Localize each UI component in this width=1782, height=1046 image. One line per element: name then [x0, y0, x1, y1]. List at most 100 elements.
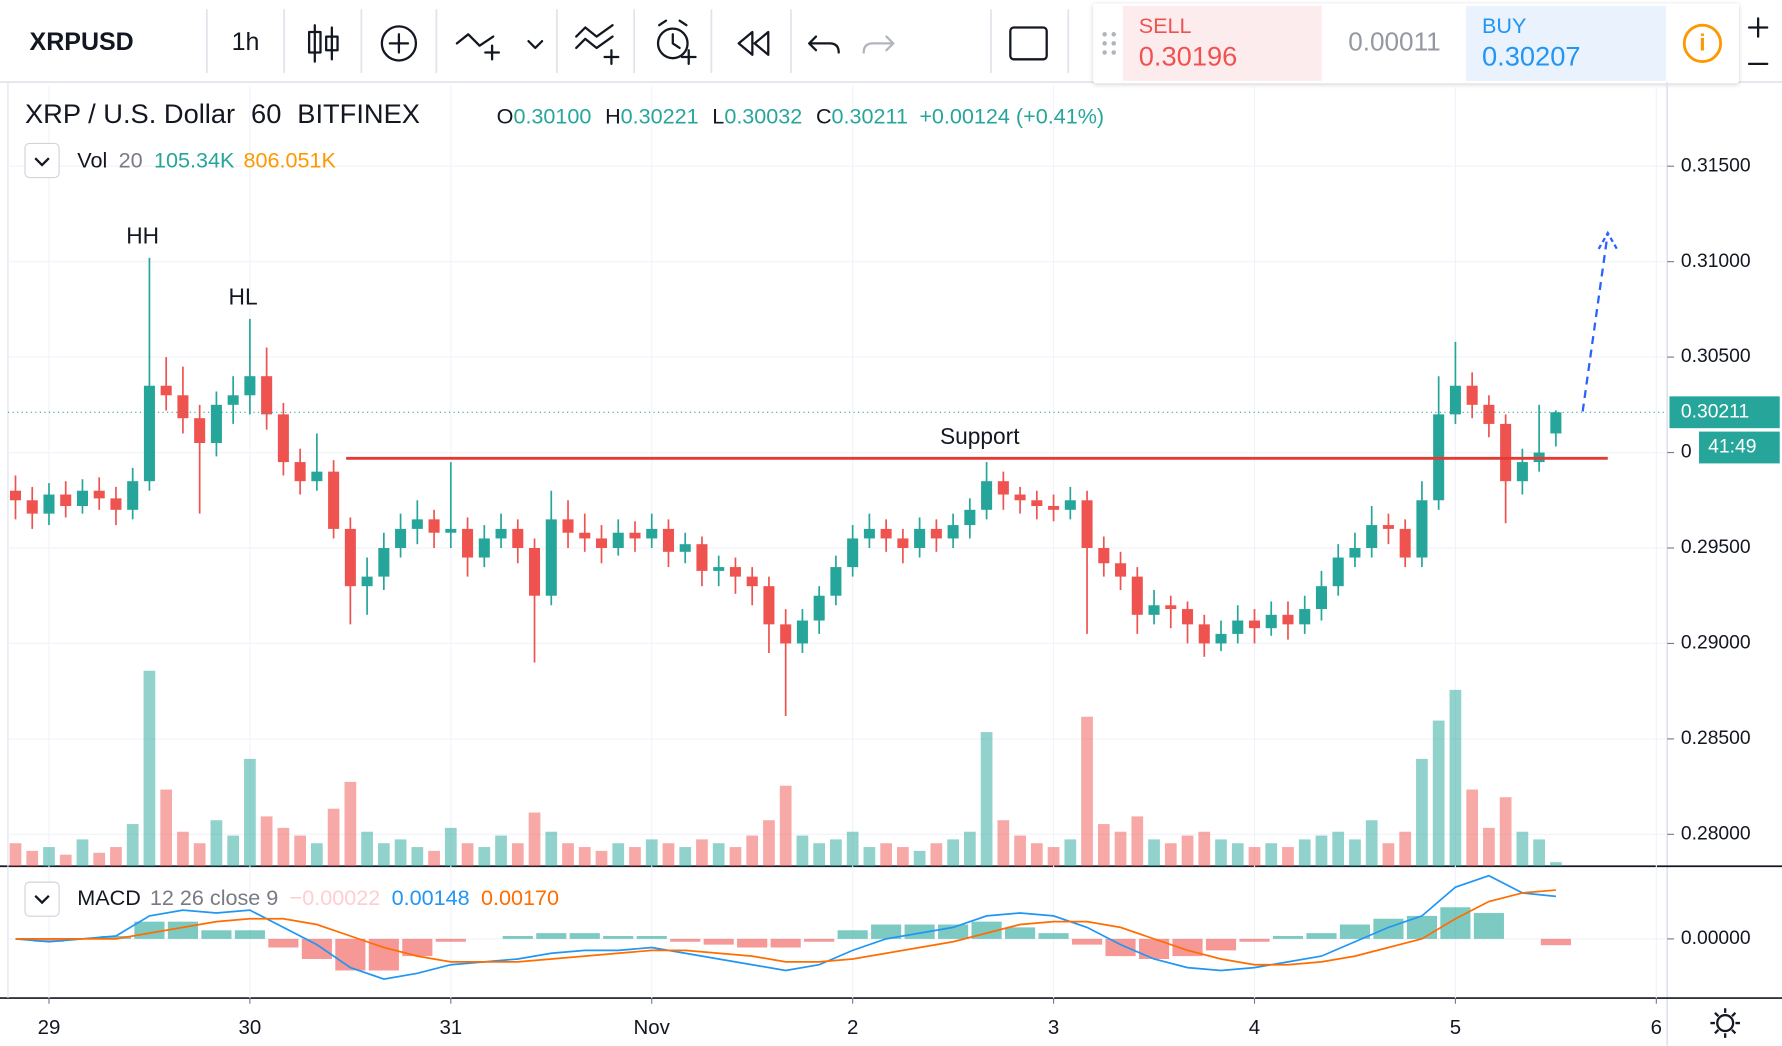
zoom-buttons[interactable] — [1747, 17, 1769, 65]
macd-histogram-bar — [1272, 936, 1304, 939]
volume-bar — [1064, 839, 1077, 867]
volume-bar — [260, 816, 273, 867]
undo-button[interactable] — [808, 35, 840, 54]
candle-body — [411, 519, 423, 529]
volume-bar — [1483, 827, 1495, 867]
x-tick-label: 29 — [38, 1016, 61, 1039]
volume-bar — [629, 847, 641, 867]
y-tick-label: 0.29500 — [1681, 537, 1751, 558]
buy-button[interactable] — [1466, 5, 1667, 81]
ohlc-value: 0.30221 — [621, 103, 699, 128]
volume-bar — [1399, 831, 1412, 867]
trading-panel: SELL 0.30196 0.00011 BUY 0.30207 i — [1093, 3, 1739, 84]
macd-name: MACD — [77, 885, 141, 910]
candle-body — [1516, 462, 1528, 482]
macd-histogram-bar — [871, 924, 902, 939]
candle-body — [612, 532, 624, 548]
macd-histogram-bar — [268, 938, 299, 948]
candle-body — [1131, 576, 1143, 615]
volume-bar — [679, 847, 692, 867]
compare-button[interactable] — [455, 33, 544, 61]
macd-histogram-bar — [234, 930, 265, 939]
volume-bar — [963, 831, 976, 867]
candle-body — [1031, 500, 1043, 506]
alert-button[interactable] — [656, 19, 697, 65]
volume-bar — [1550, 862, 1562, 867]
volume-bar — [763, 820, 775, 867]
y-tick-label: 0.28500 — [1681, 728, 1751, 749]
candle-body — [143, 385, 155, 482]
macd-histogram-bar — [603, 936, 634, 939]
volume-bar — [76, 839, 89, 867]
volume-layer — [9, 670, 1562, 867]
volume-bar — [1298, 839, 1311, 867]
info-icon: i — [1699, 30, 1705, 56]
macd-histogram-bar — [1540, 938, 1571, 946]
macd-layer — [15, 874, 1571, 980]
volume-ma: 806.051K — [244, 147, 337, 172]
macd-histogram-bar — [301, 938, 332, 959]
macd-histogram-bar — [134, 921, 165, 939]
volume-bar — [43, 847, 55, 867]
volume-bar — [126, 824, 139, 867]
signal-line — [15, 889, 1556, 966]
ohlc-label: H — [605, 103, 621, 128]
y-tick-label: 0.00000 — [1681, 928, 1751, 949]
candle-body — [60, 494, 72, 506]
macd-histogram-bar — [1306, 933, 1337, 939]
volume-bar — [1332, 831, 1345, 867]
candle-body — [595, 538, 608, 548]
volume-bar — [897, 847, 909, 867]
macd-histogram-value: −0.00022 — [290, 885, 381, 910]
volume-bar — [947, 839, 959, 867]
candle-body — [746, 576, 758, 587]
candle-body — [26, 500, 38, 514]
x-tick-label: 2 — [847, 1016, 858, 1039]
settings-button[interactable] — [1710, 1008, 1740, 1038]
redo-button[interactable] — [862, 35, 895, 54]
candle-body — [1014, 494, 1026, 501]
replay-button[interactable] — [737, 30, 770, 56]
candle-body — [1081, 500, 1093, 548]
ohlc-label: O — [497, 103, 514, 128]
symbol[interactable]: XRPUSD — [30, 28, 134, 56]
collapse-button[interactable] — [24, 142, 60, 179]
y-tick-label: 0.29000 — [1681, 633, 1751, 654]
x-tick-label: 31 — [439, 1016, 462, 1039]
candle-body — [110, 498, 122, 510]
sell-button[interactable] — [1122, 5, 1322, 81]
candle-body — [395, 528, 407, 548]
candle-body — [361, 576, 373, 587]
candle-body — [997, 481, 1009, 495]
volume-bar — [344, 781, 357, 867]
candle-body — [378, 547, 390, 577]
volume-legend: Vol 20 105.34K 806.051K — [77, 147, 336, 172]
volume-bar — [1231, 843, 1244, 867]
indicators-button[interactable] — [380, 25, 418, 62]
volume-bar — [143, 670, 156, 867]
volume-bar — [1349, 839, 1361, 867]
volume-bar — [846, 831, 859, 867]
chart-type-button[interactable] — [307, 24, 339, 63]
countdown: 41:49 — [1708, 437, 1756, 458]
volume-bar — [1248, 847, 1261, 867]
volume-bar — [26, 850, 39, 867]
candle-body — [1148, 605, 1160, 615]
candle-body — [495, 528, 507, 539]
y-tick-label: 0.30500 — [1681, 346, 1751, 367]
volume-bar — [1114, 831, 1127, 867]
info-button[interactable] — [1682, 23, 1723, 64]
ohlc-legend: O0.30100 H0.30221 L0.30032 C0.30211 +0.00124… — [497, 103, 1104, 128]
volume-bar — [595, 850, 608, 867]
volume-bar — [1282, 847, 1294, 867]
volume-value: 105.34K — [154, 147, 235, 172]
candle-body — [1064, 500, 1076, 510]
candle-body — [1282, 614, 1294, 625]
candle-body — [1198, 624, 1210, 644]
fullscreen-button[interactable] — [1009, 26, 1048, 61]
templates-button[interactable] — [575, 24, 620, 65]
interval-button[interactable]: 1h — [232, 28, 260, 56]
candle-body — [1500, 423, 1512, 482]
sell-price: 0.30196 — [1139, 40, 1238, 71]
collapse-button[interactable] — [24, 881, 60, 917]
